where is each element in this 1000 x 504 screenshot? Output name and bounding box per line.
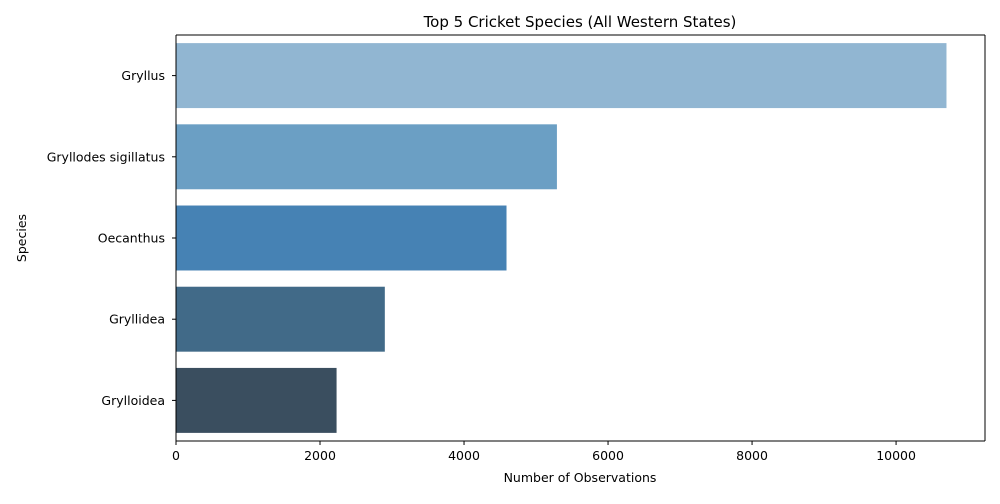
bar (176, 124, 557, 190)
x-axis-label: Number of Observations (504, 470, 657, 485)
y-tick-label: Gryllodes sigillatus (47, 149, 165, 164)
bar (176, 43, 947, 109)
x-tick-label: 2000 (304, 448, 336, 463)
y-axis-label: Species (14, 214, 29, 262)
y-tick-label: Gryllidea (109, 312, 165, 327)
x-tick-label: 10000 (876, 448, 916, 463)
chart-title: Top 5 Cricket Species (All Western State… (423, 13, 737, 31)
x-tick-label: 4000 (448, 448, 480, 463)
y-tick-label: Oecanthus (98, 231, 165, 246)
y-axis-ticks: Gryllus Gryllodes sigillatus Oecanthus Gryl… (47, 68, 176, 408)
y-tick-label: Gryllus (121, 68, 165, 83)
bars-layer (176, 43, 947, 433)
x-tick-label: 6000 (592, 448, 624, 463)
bar (176, 286, 385, 352)
bar (176, 205, 507, 271)
x-axis-ticks: 0 2000 4000 6000 8000 10000 (172, 441, 916, 463)
bar (176, 367, 337, 433)
x-tick-label: 0 (172, 448, 180, 463)
x-tick-label: 8000 (736, 448, 768, 463)
plot-frame (175, 34, 986, 442)
y-tick-label: Grylloidea (101, 393, 165, 408)
